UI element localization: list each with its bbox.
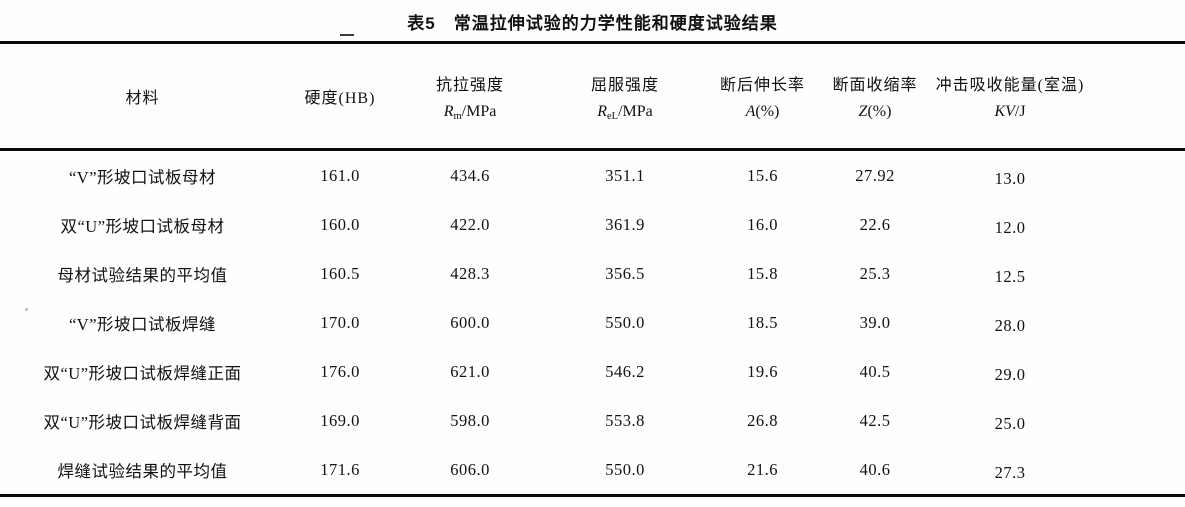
symbol-unit: (%): [867, 103, 892, 120]
column-header-yield-strength: 屈服强度 ReL/MPa: [545, 42, 705, 151]
header-label: 硬度(HB): [304, 90, 376, 107]
material-cell: “V”形坡口试板母材: [68, 167, 217, 187]
scan-artifact-speck: [25, 308, 28, 311]
header-symbol-line: A(%): [705, 103, 820, 121]
value-cell: 26.8: [747, 410, 778, 430]
value-cell: 171.6: [320, 459, 360, 479]
value-cell: 16.0: [747, 214, 778, 234]
value-cell: 606.0: [450, 459, 490, 479]
value-cell: 600.0: [450, 312, 490, 332]
symbol-unit: /MPa: [461, 103, 497, 120]
value-cell: 25.3: [859, 263, 891, 283]
table-row: 母材试验结果的平均值 160.5 428.3 356.5 15.8 25.3 1…: [0, 249, 1185, 298]
column-header-impact-energy: 冲击吸收能量(室温) KV/J: [930, 42, 1185, 151]
value-cell: 176.0: [320, 361, 360, 381]
value-cell: 40.6: [859, 459, 891, 479]
symbol-subscript: m: [453, 111, 462, 122]
header-label: 断面收缩率: [832, 77, 918, 94]
header-symbol-line: ReL/MPa: [545, 103, 705, 122]
scan-artifact-dash: [340, 34, 354, 36]
value-cell: 422.0: [450, 214, 490, 234]
value-cell: 546.2: [605, 361, 645, 381]
material-cell: 焊缝试验结果的平均值: [57, 461, 228, 481]
value-cell: 42.5: [859, 410, 891, 430]
symbol-unit: /MPa: [618, 103, 653, 120]
table-row: “V”形坡口试板母材 161.0 434.6 351.1 15.6 27.92 …: [0, 150, 1185, 201]
value-cell: 13.0: [994, 168, 1026, 188]
symbol-italic: R: [443, 103, 454, 120]
header-symbol-line: Z(%): [820, 103, 930, 121]
table-row: 双“U”形坡口试板焊缝正面 176.0 621.0 546.2 19.6 40.…: [0, 347, 1185, 396]
material-cell: “V”形坡口试板焊缝: [68, 314, 217, 334]
value-cell: 39.0: [859, 312, 891, 332]
header-label: 断后伸长率: [719, 77, 805, 94]
table-caption: 表5 常温拉伸试验的力学性能和硬度试验结果: [407, 14, 778, 33]
value-cell: 18.5: [747, 312, 778, 332]
value-cell: 169.0: [320, 410, 360, 430]
header-label: 材料: [125, 90, 160, 107]
value-cell: 40.5: [859, 361, 891, 381]
value-cell: 29.0: [994, 364, 1026, 384]
value-cell: 356.5: [605, 263, 645, 283]
value-cell: 160.0: [320, 214, 360, 234]
material-cell: 双“U”形坡口试板焊缝背面: [43, 412, 242, 432]
value-cell: 15.6: [747, 165, 778, 185]
symbol-unit: (%): [755, 103, 780, 120]
symbol-italic: Z: [858, 103, 868, 120]
results-table: 材料 硬度(HB) 抗拉强度 Rm/MPa 屈服强度 ReL/MPa 断后伸长率: [0, 41, 1185, 497]
table-header: 材料 硬度(HB) 抗拉强度 Rm/MPa 屈服强度 ReL/MPa 断后伸长率: [0, 42, 1185, 151]
column-header-elongation: 断后伸长率 A(%): [705, 42, 820, 151]
table-body: “V”形坡口试板母材 161.0 434.6 351.1 15.6 27.92 …: [0, 150, 1185, 496]
value-cell: 553.8: [605, 410, 645, 430]
symbol-italic: R: [597, 103, 608, 120]
value-cell: 161.0: [320, 165, 360, 185]
value-cell: 434.6: [450, 165, 490, 185]
value-cell: 621.0: [450, 361, 490, 381]
table-row: “V”形坡口试板焊缝 170.0 600.0 550.0 18.5 39.0 2…: [0, 298, 1185, 347]
table-container: 材料 硬度(HB) 抗拉强度 Rm/MPa 屈服强度 ReL/MPa 断后伸长率: [0, 41, 1185, 497]
value-cell: 28.0: [994, 315, 1026, 335]
header-row: 材料 硬度(HB) 抗拉强度 Rm/MPa 屈服强度 ReL/MPa 断后伸长率: [0, 42, 1185, 151]
header-label: 屈服强度: [590, 77, 659, 94]
value-cell: 22.6: [859, 214, 891, 234]
table-row: 焊缝试验结果的平均值 171.6 606.0 550.0 21.6 40.6 2…: [0, 445, 1185, 496]
value-cell: 12.5: [994, 266, 1026, 286]
symbol-subscript: eL: [607, 111, 619, 122]
header-symbol-line: Rm/MPa: [395, 103, 545, 122]
value-cell: 428.3: [450, 263, 490, 283]
header-symbol-line: KV/J: [930, 103, 1090, 121]
column-header-hardness: 硬度(HB): [285, 42, 395, 151]
value-cell: 598.0: [450, 410, 490, 430]
symbol-unit: /J: [1014, 103, 1026, 120]
value-cell: 27.3: [994, 462, 1026, 482]
value-cell: 361.9: [605, 214, 645, 234]
symbol-italic: A: [745, 103, 756, 120]
symbol-italic: KV: [994, 103, 1015, 120]
value-cell: 550.0: [605, 459, 645, 479]
value-cell: 19.6: [747, 361, 778, 381]
material-cell: 双“U”形坡口试板焊缝正面: [43, 363, 242, 383]
value-cell: 15.8: [747, 263, 778, 283]
header-label: 抗拉强度: [435, 77, 504, 94]
column-header-reduction-of-area: 断面收缩率 Z(%): [820, 42, 930, 151]
value-cell: 12.0: [994, 217, 1026, 237]
table-row: 双“U”形坡口试板母材 160.0 422.0 361.9 16.0 22.6 …: [0, 200, 1185, 249]
material-cell: 双“U”形坡口试板母材: [60, 216, 225, 236]
material-cell: 母材试验结果的平均值: [57, 265, 228, 285]
column-header-tensile-strength: 抗拉强度 Rm/MPa: [395, 42, 545, 151]
value-cell: 160.5: [320, 263, 360, 283]
header-label: 冲击吸收能量(室温): [935, 77, 1085, 94]
column-header-material: 材料: [0, 42, 285, 151]
value-cell: 550.0: [605, 312, 645, 332]
value-cell: 170.0: [320, 312, 360, 332]
table-row: 双“U”形坡口试板焊缝背面 169.0 598.0 553.8 26.8 42.…: [0, 396, 1185, 445]
value-cell: 27.92: [855, 165, 895, 185]
value-cell: 21.6: [747, 459, 778, 479]
value-cell: 25.0: [994, 413, 1026, 433]
value-cell: 351.1: [605, 165, 645, 185]
